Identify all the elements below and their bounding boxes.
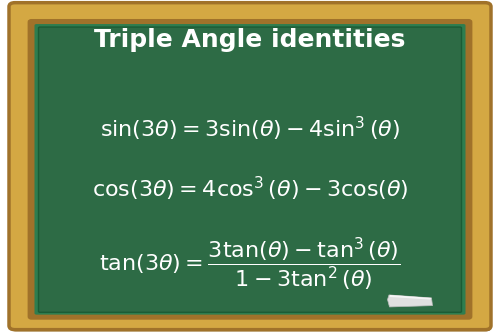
Polygon shape: [390, 295, 432, 300]
FancyBboxPatch shape: [34, 24, 466, 315]
Text: $\cos(3\theta) = 4\cos^3(\theta) - 3\cos(\theta)$: $\cos(3\theta) = 4\cos^3(\theta) - 3\cos…: [92, 175, 408, 203]
Text: Triple Angle identities: Triple Angle identities: [94, 28, 406, 52]
FancyBboxPatch shape: [9, 3, 491, 330]
FancyBboxPatch shape: [38, 27, 462, 312]
Text: $\sin(3\theta) = 3\sin(\theta) - 4\sin^3(\theta)$: $\sin(3\theta) = 3\sin(\theta) - 4\sin^3…: [100, 115, 400, 143]
FancyBboxPatch shape: [11, 6, 491, 331]
Text: $\tan(3\theta) = \dfrac{3\tan(\theta)-\tan^3(\theta)}{1-3\tan^2(\theta)}$: $\tan(3\theta) = \dfrac{3\tan(\theta)-\t…: [99, 235, 401, 293]
FancyBboxPatch shape: [29, 20, 471, 318]
Polygon shape: [388, 295, 432, 307]
